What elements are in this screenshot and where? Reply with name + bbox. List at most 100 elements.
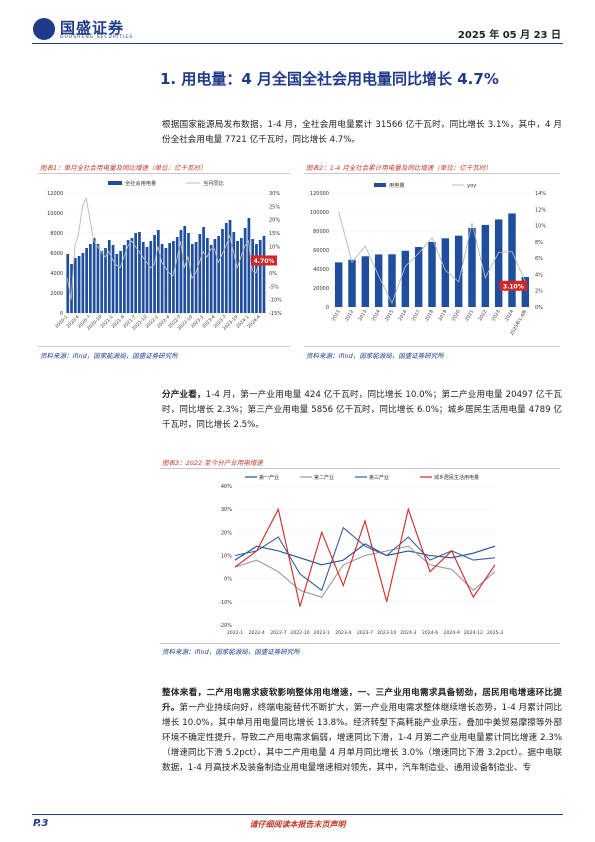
y-left-tick-label: 4000 (50, 271, 63, 277)
bar (209, 245, 213, 313)
bar (85, 248, 88, 313)
y-right-tick-label: 6% (535, 256, 543, 262)
y-right-tick-label: 14% (535, 191, 546, 197)
legend-label-line: 当月同比 (203, 179, 224, 187)
bar (374, 254, 383, 307)
bar (255, 244, 258, 313)
y-right-tick-label: 4% (535, 272, 543, 278)
bar (130, 238, 134, 313)
x-tick-label: 2016 (397, 309, 408, 322)
y-right-tick-label: -5% (269, 284, 279, 290)
y-right-tick-label: 10% (269, 244, 280, 250)
bar (111, 245, 115, 313)
bar (258, 240, 262, 313)
x-tick-label: 2011 (331, 309, 342, 322)
bar (100, 251, 104, 313)
brand-subtitle: GUOSHENG SECURITIES (60, 35, 134, 40)
industry-paragraph-lead: 分产业看， (162, 390, 206, 400)
y-right-tick-label: 8% (535, 240, 543, 246)
bar (172, 241, 175, 313)
x-tick-label: 2024-3 (400, 630, 416, 636)
bar (454, 235, 463, 307)
x-tick-label: 2024-6 (422, 630, 438, 636)
page-number: P.3 (33, 818, 49, 829)
bar (251, 239, 255, 313)
annotation-label: 3.10% (503, 283, 524, 290)
bar (401, 250, 410, 307)
y-left-tick-label: 0 (60, 311, 63, 317)
y-tick-label: 10% (221, 554, 232, 560)
y-right-tick-label: 25% (269, 204, 280, 210)
annotation-box (251, 255, 277, 266)
y-tick-label: -20% (219, 623, 232, 629)
bar (521, 277, 530, 307)
figure2-top-rule (304, 173, 560, 174)
figure2-title: 图表2：1-4 月全社会累计用电量及同比增速（单位：亿千瓦时） (306, 164, 492, 172)
bar (361, 256, 370, 307)
bar (414, 247, 423, 307)
bar (149, 241, 153, 313)
figure1-bottom-rule (38, 346, 290, 347)
bar (175, 237, 179, 313)
bar (247, 218, 251, 313)
y-tick-label: 20% (221, 530, 232, 536)
y-right-tick-label: -10% (269, 298, 282, 304)
summary-paragraph: 整体来看，二产用电需求疲软影响整体用电增速，一、三产业用电需求具备韧劲，居民用电… (162, 686, 562, 776)
y-right-tick-label: 10% (535, 224, 546, 230)
y-right-tick-label: 0% (535, 305, 543, 311)
figure3-top-rule (160, 468, 560, 469)
x-tick-label: 2024-12 (464, 630, 483, 636)
bar (119, 251, 122, 313)
bar (206, 238, 209, 313)
figure1-top-rule (38, 173, 290, 174)
x-tick-label: 2018 (424, 309, 435, 322)
x-tick-label: 2020 (451, 309, 462, 322)
x-tick-label: 2022-7 (270, 630, 286, 636)
figure2-source: 资料来源：ifind，国家能源局，国盛证券研究所 (306, 352, 444, 360)
bar (160, 244, 164, 313)
bar (224, 223, 228, 313)
figure3-title: 图表3：2022 至今分产业用电增速 (162, 459, 263, 467)
bar (202, 227, 205, 313)
x-tick-label: 2023 (491, 309, 502, 322)
y-right-tick-label: 0% (269, 271, 277, 277)
industry-paragraph-text: 1-4 月，第一产业用电量 424 亿千瓦时，同比增长 10.0%；第二产业用电… (162, 390, 562, 430)
bar (96, 244, 100, 313)
figure2-bottom-rule (304, 346, 560, 347)
bar (138, 232, 141, 313)
x-tick-label: 2012 (344, 309, 355, 322)
legend-swatch-bars (374, 183, 386, 187)
figure3-bottom-rule (160, 643, 560, 644)
figure3-source: 资料来源：ifind，国家能源局，国盛证券研究所 (162, 648, 300, 656)
intro-paragraph: 根据国家能源局发布数据，1-4 月，全社会用电量累计 31566 亿千瓦时，同比… (162, 120, 562, 145)
x-tick-label: 2017 (411, 309, 422, 322)
bar (262, 235, 266, 313)
bar (213, 239, 217, 313)
x-tick-label: 2024-4 (246, 314, 262, 330)
legend-label-bars: 全社会用电量 (125, 179, 156, 187)
bar (89, 244, 92, 313)
x-tick-label: 2013 (357, 309, 368, 322)
y-left-tick-label: 12000 (47, 191, 63, 197)
bar (348, 259, 356, 307)
industry-paragraph: 分产业看，1-4 月，第一产业用电量 424 亿千瓦时，同比增长 10.0%；第… (162, 388, 562, 433)
x-tick-label: 2014 (371, 309, 382, 322)
y-left-tick-label: 80000 (313, 229, 329, 235)
y-left-tick-label: 10000 (47, 211, 63, 217)
y-left-tick-label: 20000 (313, 286, 329, 292)
y-right-tick-label: 12% (535, 207, 546, 213)
legend-swatch-bars (108, 181, 122, 185)
bar (156, 230, 160, 313)
bar (141, 242, 145, 313)
bar (221, 229, 224, 313)
bar (508, 213, 516, 307)
series-line-yoy (66, 196, 264, 300)
x-tick-label: 2019 (437, 309, 448, 322)
figure3-chart: -20% -10% 0% 10% 20% 30% 40% 第一产业 第二产业 第三产业 城乡居民生活… (219, 474, 503, 636)
bar (126, 240, 130, 313)
y-left-tick-label: 0 (326, 305, 329, 311)
annotation-box (499, 280, 528, 291)
bar (232, 232, 236, 313)
footer-disclaimer: 请仔细阅读本报告末页声明 (249, 820, 346, 829)
y-right-tick-label: 2% (535, 289, 543, 295)
